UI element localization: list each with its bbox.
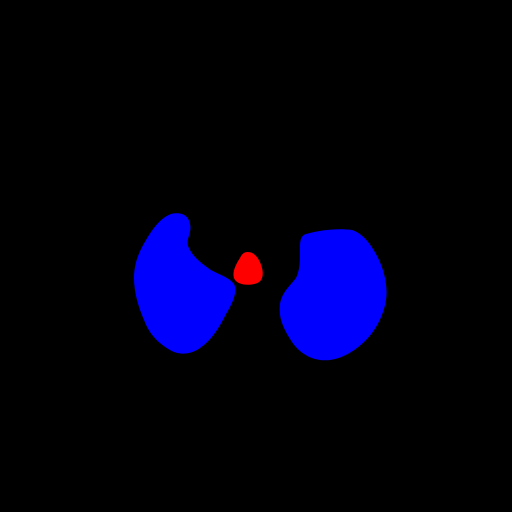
left-blue-region <box>134 213 236 354</box>
right-blue-region <box>279 229 387 361</box>
center-red-region <box>233 252 263 285</box>
